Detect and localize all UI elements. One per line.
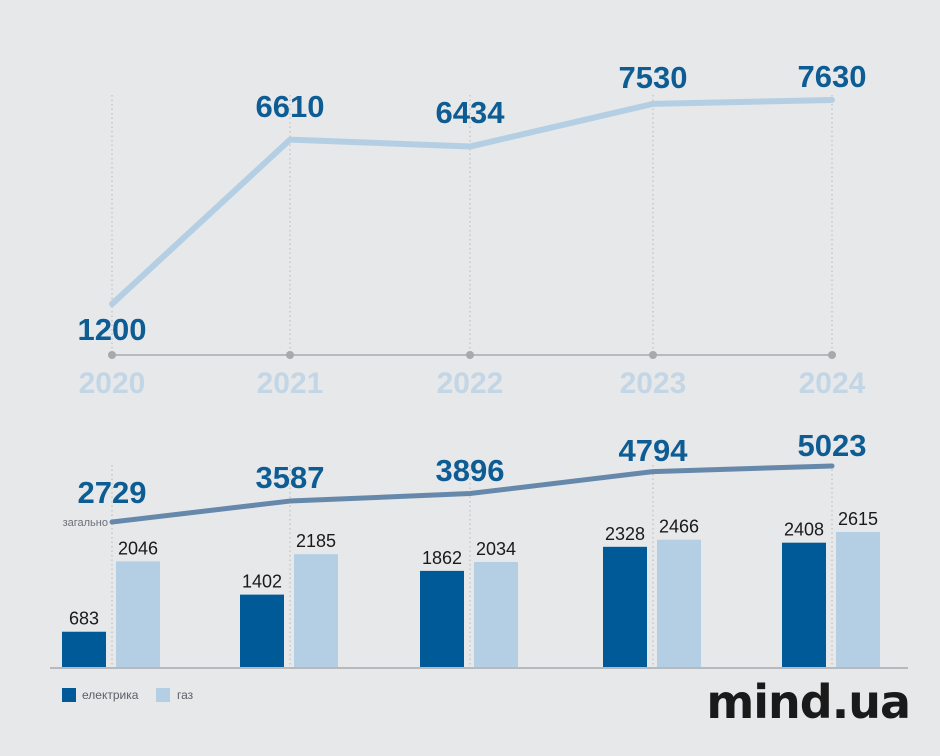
total-series-label: загально — [63, 517, 108, 529]
axis-dot — [828, 351, 836, 359]
legend-swatch-electricity — [62, 688, 76, 702]
bar-value-label: 2408 — [784, 520, 824, 540]
total-value-label: 5023 — [798, 428, 867, 463]
year-label: 2024 — [799, 367, 866, 400]
top-value-label: 6434 — [436, 95, 506, 130]
year-label: 2020 — [79, 367, 146, 400]
bar-value-label: 2328 — [605, 524, 645, 544]
total-value-label: 3896 — [436, 453, 505, 488]
bar-electricity — [240, 594, 284, 667]
bar-gas — [294, 554, 338, 667]
top-value-label: 1200 — [78, 312, 147, 347]
bar-value-label: 2034 — [476, 539, 516, 559]
total-series-line — [109, 463, 835, 525]
bar-gas — [657, 539, 701, 667]
bar-value-label: 1862 — [422, 548, 462, 568]
total-value-label: 2729 — [78, 475, 147, 510]
axis-dot — [108, 351, 116, 359]
bar-value-label: 1402 — [242, 572, 282, 592]
top-value-label: 6610 — [256, 89, 325, 124]
legend-swatch-gas — [156, 688, 170, 702]
bar-gas — [836, 532, 880, 667]
brand-logo: mind.ua — [706, 675, 911, 729]
bar-electricity — [420, 570, 464, 667]
year-label: 2021 — [257, 367, 324, 400]
top-value-label: 7630 — [798, 59, 867, 94]
bar-value-label: 2046 — [118, 538, 158, 558]
bar-value-label: 2615 — [838, 509, 878, 529]
top-value-label: 7530 — [619, 60, 688, 95]
year-label: 2023 — [620, 367, 687, 400]
axis-dot — [649, 351, 657, 359]
bar-value-label: 683 — [69, 609, 99, 629]
bar-electricity — [603, 546, 647, 667]
total-value-label: 3587 — [256, 460, 325, 495]
legend-label-gas: газ — [177, 688, 194, 702]
top-series-line — [109, 97, 835, 307]
bar-electricity — [782, 542, 826, 667]
bar-gas — [474, 561, 518, 667]
total-value-label: 4794 — [619, 433, 689, 468]
year-label: 2022 — [437, 367, 504, 400]
axis-dot — [286, 351, 294, 359]
bar-electricity — [62, 631, 106, 667]
bar-gas — [116, 561, 160, 667]
axis-dot — [466, 351, 474, 359]
bar-value-label: 2466 — [659, 517, 699, 537]
legend-label-electricity: електрика — [82, 688, 139, 702]
bar-value-label: 2185 — [296, 531, 336, 551]
